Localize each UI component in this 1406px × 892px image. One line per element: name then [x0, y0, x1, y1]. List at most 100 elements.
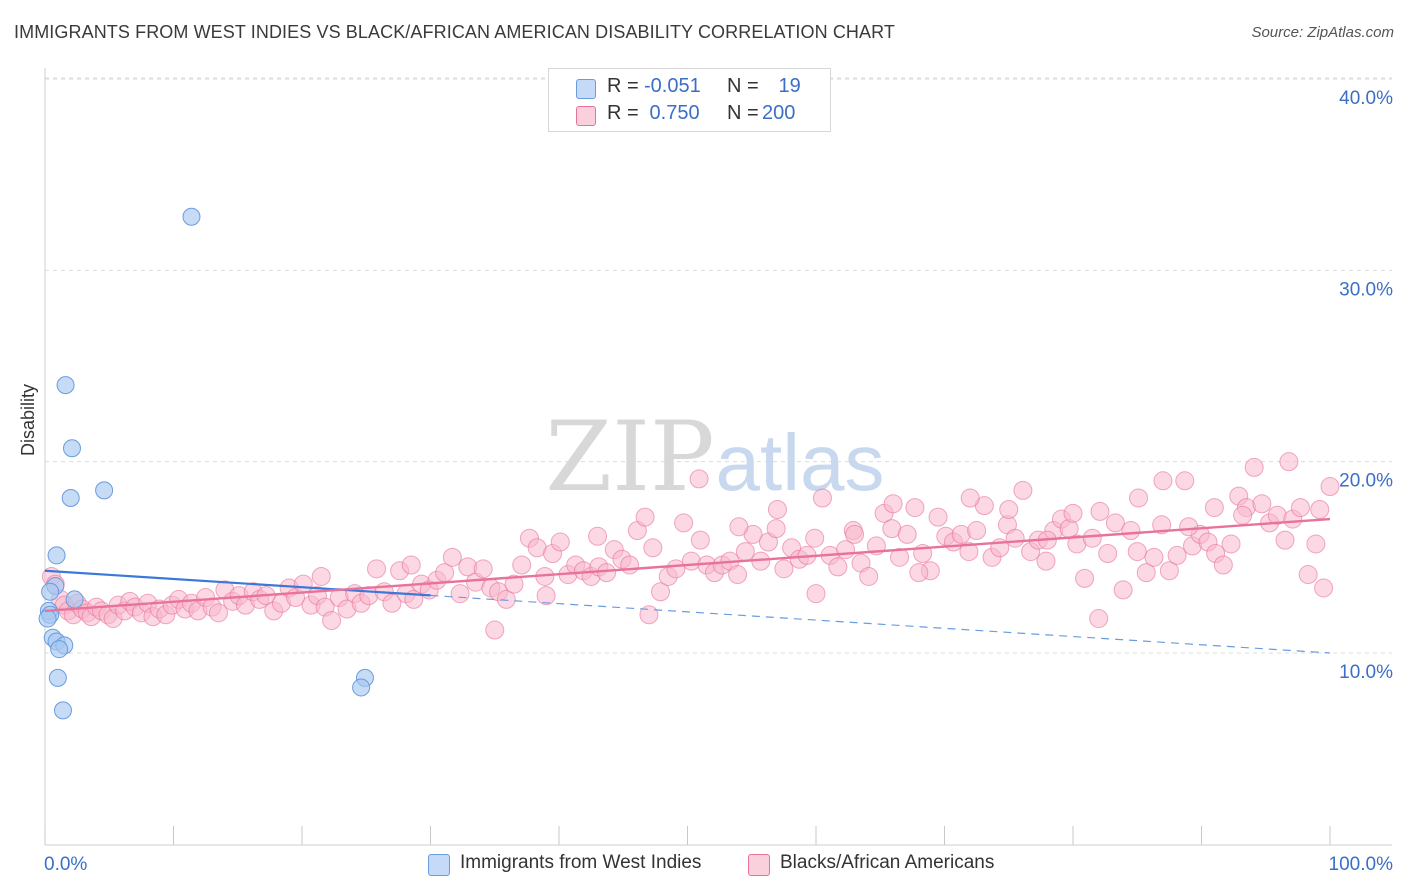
data-point-blacks [728, 565, 748, 585]
data-point-west-indies [48, 668, 67, 687]
legend-r-value: -0.051 [644, 75, 701, 97]
bottom-legend-swatch-blue [428, 854, 450, 876]
data-point-west-indies [352, 678, 371, 697]
data-point-blacks [1063, 503, 1083, 523]
data-point-blacks [1306, 534, 1326, 554]
data-point-blacks [1252, 494, 1272, 514]
data-point-blacks [651, 582, 671, 602]
data-point-blacks [382, 593, 402, 613]
watermark: ZIP atlas [545, 401, 884, 513]
data-point-blacks [1105, 513, 1125, 533]
data-point-blacks [729, 517, 749, 537]
data-point-blacks [588, 526, 608, 546]
trend-lines [44, 517, 1331, 654]
data-point-blacks [883, 494, 903, 514]
data-point-west-indies [56, 376, 75, 395]
trend-line-west-indies-dashed [430, 594, 1331, 654]
data-point-blacks [1036, 551, 1056, 571]
data-point-west-indies [41, 582, 60, 601]
data-point-blacks [322, 610, 342, 630]
chart-title: IMMIGRANTS FROM WEST INDIES VS BLACK/AFR… [14, 22, 895, 42]
data-point-blacks [367, 559, 387, 579]
data-point-blacks [806, 584, 826, 604]
legend-r-label: R = [607, 75, 645, 97]
data-point-blacks [774, 559, 794, 579]
x-tick-label: 0.0% [44, 854, 87, 875]
data-point-blacks [905, 498, 925, 518]
y-tick-label: 40.0% [1339, 88, 1393, 109]
data-point-blacks [1013, 480, 1033, 500]
data-point-blacks [959, 542, 979, 562]
y-tick-label: 30.0% [1339, 279, 1393, 300]
data-point-west-indies [65, 590, 84, 609]
legend-r-label: R = [607, 102, 645, 124]
y-tick-label: 20.0% [1339, 471, 1393, 492]
tick-labels: 10.0% 20.0% 30.0% 40.0% 0.0% 100.0% [44, 88, 1393, 875]
bottom-legend-label: Immigrants from West Indies [460, 852, 702, 873]
data-point-blacks [1310, 500, 1330, 519]
y-axis-label: Disability [18, 383, 38, 456]
data-point-blacks [643, 538, 663, 558]
data-point-blacks [512, 555, 532, 575]
bottom-legend-label: Blacks/African Americans [780, 852, 995, 873]
data-point-blacks [1153, 471, 1173, 491]
data-point-blacks [967, 521, 987, 541]
data-point-west-indies [182, 207, 201, 226]
data-point-blacks [1175, 471, 1195, 491]
trend-line-blacks [44, 517, 1331, 613]
correlation-legend: R = -0.051 N = 19 R = 0.750 N = 200 [548, 68, 831, 132]
data-point-blacks [890, 547, 910, 567]
data-point-blacks [1121, 521, 1141, 541]
data-point-blacks [1167, 545, 1187, 565]
data-point-blacks [828, 557, 848, 577]
data-point-blacks [1098, 544, 1118, 564]
data-point-blacks [1221, 534, 1241, 554]
axes [44, 68, 1392, 846]
data-point-blacks [639, 605, 659, 625]
legend-n-label: N = [727, 75, 765, 97]
data-point-blacks [1159, 561, 1179, 581]
data-point-blacks [859, 566, 879, 586]
legend-n-value: 200 [762, 102, 796, 124]
data-point-blacks [960, 488, 980, 508]
data-point-blacks [450, 584, 470, 604]
data-point-blacks [485, 620, 505, 640]
data-point-blacks [311, 566, 331, 586]
data-point-blacks [442, 547, 462, 567]
data-point-blacks [1136, 563, 1156, 583]
legend-n-value: 19 [773, 75, 801, 97]
watermark-atlas: atlas [716, 418, 885, 507]
data-point-blacks [805, 528, 825, 548]
series-west-indies-points [38, 207, 374, 720]
data-point-blacks [897, 524, 917, 544]
data-point-blacks [1298, 565, 1318, 585]
data-point-blacks [536, 586, 556, 606]
data-point-west-indies [38, 609, 57, 628]
data-point-blacks [1233, 505, 1253, 525]
data-point-blacks [999, 500, 1019, 519]
data-point-west-indies [53, 701, 72, 720]
data-point-blacks [845, 524, 865, 544]
x-tick-label: 100.0% [1329, 854, 1394, 875]
data-point-blacks [928, 507, 948, 527]
legend-r-value: 0.750 [644, 102, 700, 124]
legend-row-west-indies: R = -0.051 N = 19 [549, 75, 830, 101]
data-point-blacks [1005, 528, 1025, 548]
data-point-blacks [1290, 498, 1310, 518]
data-point-blacks [1089, 609, 1109, 629]
data-point-blacks [812, 488, 832, 508]
data-point-blacks [1113, 580, 1133, 600]
series-blacks-points [41, 452, 1340, 640]
data-point-blacks [1179, 517, 1199, 537]
data-point-blacks [597, 563, 617, 583]
data-point-blacks [1075, 568, 1095, 588]
data-point-blacks [1129, 488, 1149, 508]
data-point-blacks [504, 574, 524, 594]
data-point-blacks [1213, 555, 1233, 575]
data-point-west-indies [61, 489, 80, 508]
data-point-west-indies [50, 640, 69, 659]
source-note: Source: ZipAtlas.com [1251, 24, 1394, 41]
y-tick-label: 10.0% [1339, 662, 1393, 683]
data-point-west-indies [47, 546, 66, 565]
bottom-legend-swatch-pink [748, 854, 770, 876]
